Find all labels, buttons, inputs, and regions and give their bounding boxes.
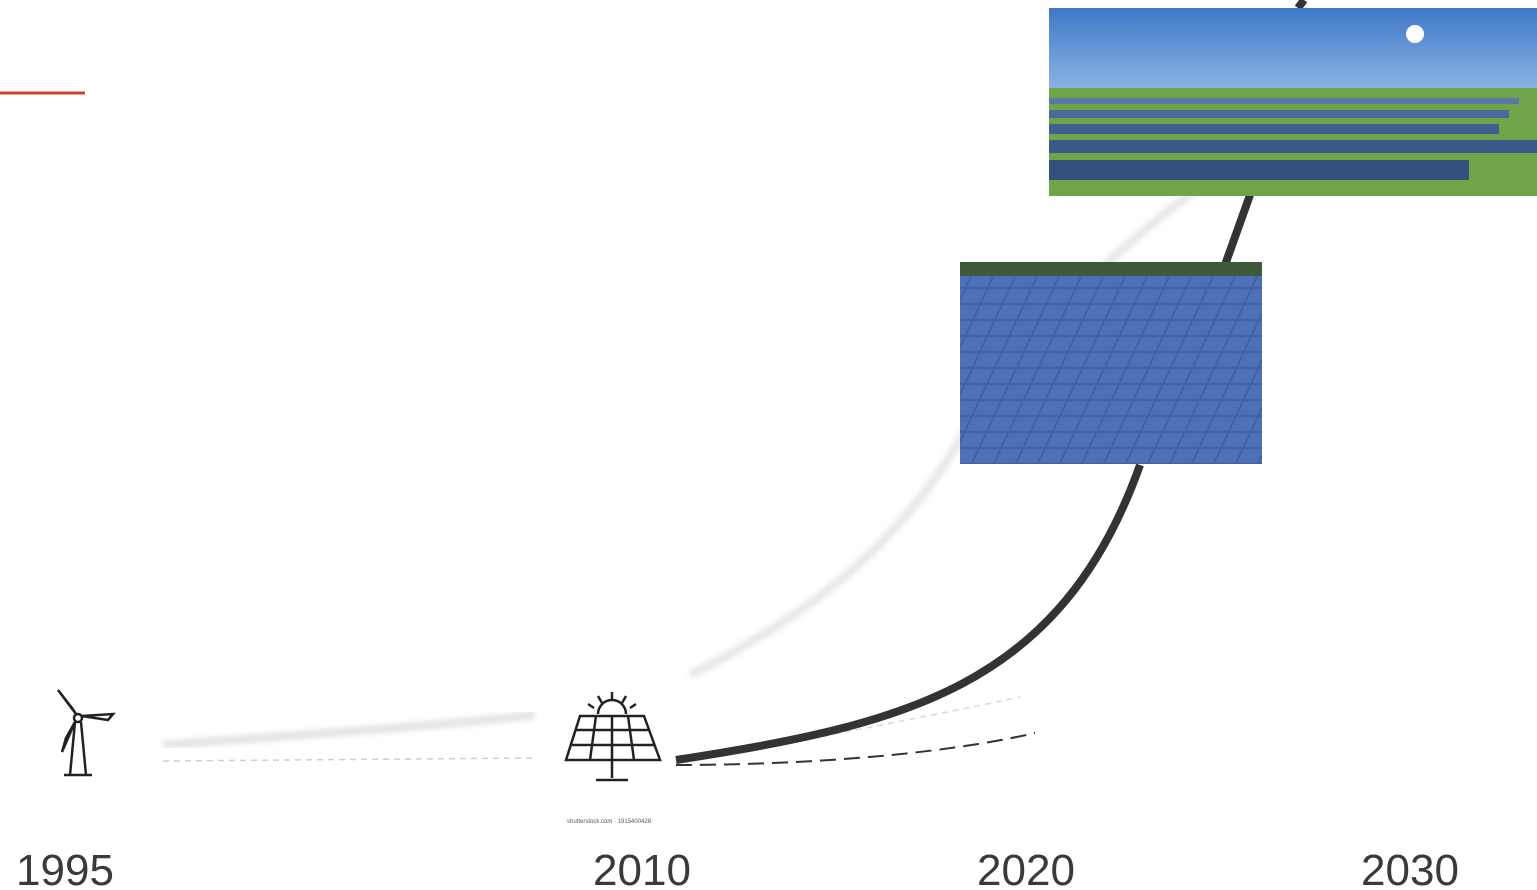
rooftop-photo bbox=[960, 262, 1262, 464]
dashed-line bbox=[162, 757, 536, 762]
year-label: 2010 bbox=[593, 846, 691, 890]
watermark: shutterstock.com · 1915400428 bbox=[567, 819, 652, 825]
growth-curve bbox=[1294, 0, 1308, 11]
dashed-line bbox=[675, 732, 1036, 766]
wind-turbine-icon bbox=[57, 689, 116, 777]
faint-curve bbox=[162, 711, 536, 749]
year-label: 1995 bbox=[16, 846, 114, 890]
growth-curve bbox=[675, 463, 1144, 764]
solar-panel-icon bbox=[564, 692, 662, 782]
year-label: 2030 bbox=[1361, 846, 1459, 890]
year-label: 2020 bbox=[977, 846, 1075, 890]
growth-curve bbox=[1221, 193, 1254, 267]
solar-field-photo bbox=[1049, 8, 1537, 196]
